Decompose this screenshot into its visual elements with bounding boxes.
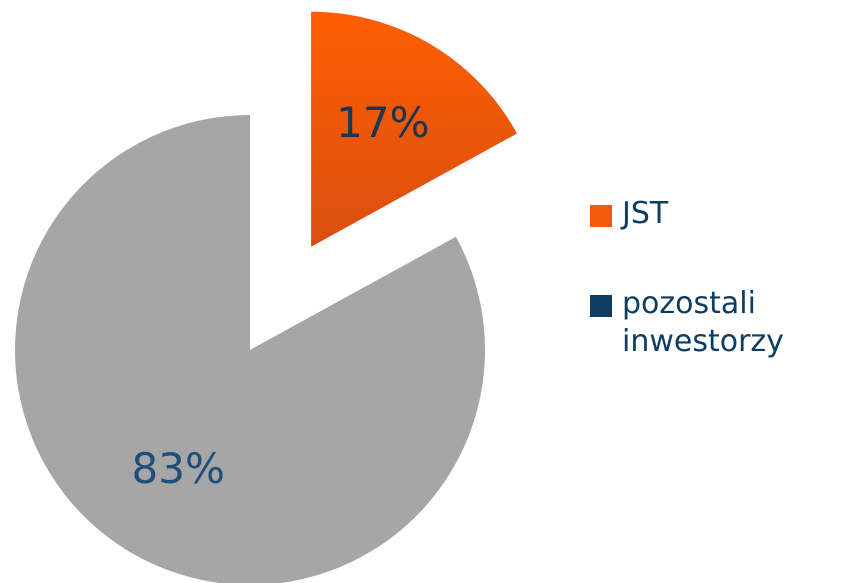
legend-label: pozostali inwestorzy	[622, 286, 784, 359]
legend-swatch	[590, 295, 612, 317]
pie-slice	[311, 11, 518, 247]
legend: JST pozostali inwestorzy	[590, 195, 840, 413]
data-label: 83%	[132, 444, 225, 493]
data-label: 17%	[336, 98, 429, 147]
legend-label: JST	[622, 196, 669, 231]
legend-item: JST	[590, 195, 840, 233]
pie-slice	[15, 115, 485, 583]
legend-item: pozostali inwestorzy	[590, 285, 840, 361]
legend-swatch	[590, 205, 612, 227]
